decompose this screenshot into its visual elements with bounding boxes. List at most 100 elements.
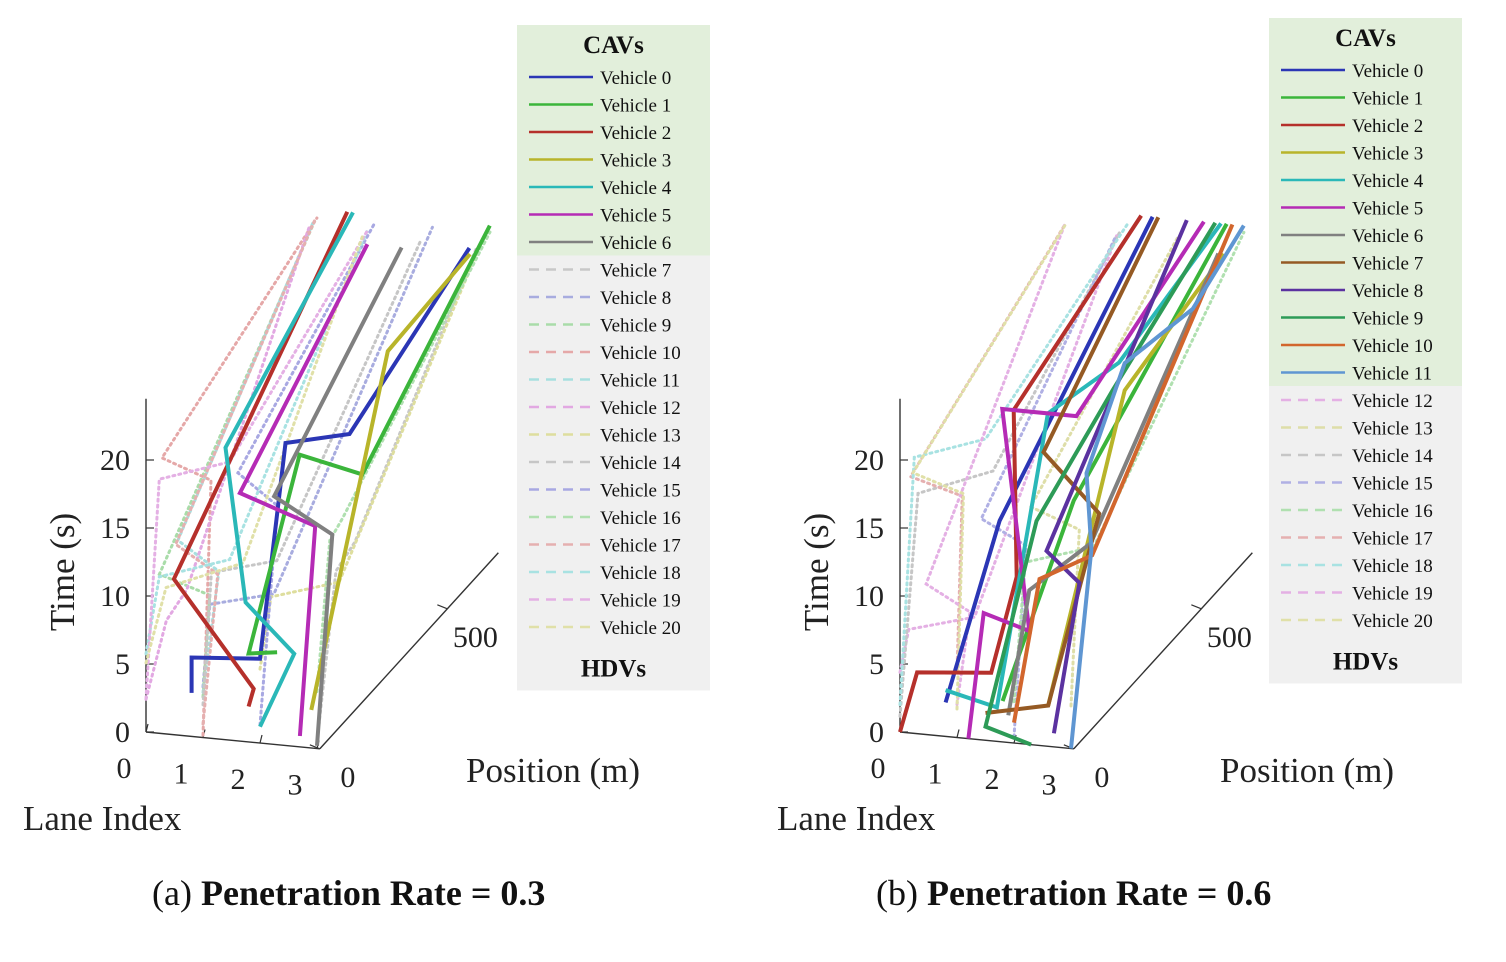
cav-trajectory xyxy=(223,211,355,728)
hdv-trajectory xyxy=(201,225,434,689)
y-tick-mark xyxy=(1191,604,1202,610)
cav-trajectory xyxy=(943,215,1155,703)
legend-label: Vehicle 16 xyxy=(1352,501,1433,522)
legend-label: Vehicle 2 xyxy=(1352,116,1423,137)
caption-b-title: Penetration Rate = 0.6 xyxy=(926,873,1272,913)
z-tick-label: 20 xyxy=(854,444,884,477)
z-tick-label: 20 xyxy=(100,444,130,477)
cav-trajectory xyxy=(983,221,1218,747)
cav-trajectory xyxy=(245,224,492,656)
hdv-trajectory xyxy=(315,230,492,694)
legend: CAVs Vehicle 0 Vehicle 1 Vehicle 2 Vehicle 3… xyxy=(1269,18,1462,684)
cav-trajectory xyxy=(1069,224,1246,749)
legend-label: Vehicle 13 xyxy=(600,426,681,447)
cav-trajectory xyxy=(1000,222,1229,702)
legend-label: Vehicle 4 xyxy=(1352,171,1424,192)
legend-label: Vehicle 14 xyxy=(600,453,681,474)
legend-label: Vehicle 11 xyxy=(1352,364,1432,385)
y-tick-mark xyxy=(437,604,448,610)
x-tick-label: 2 xyxy=(985,763,1000,796)
caption-b: (b) Penetration Rate = 0.6 xyxy=(876,872,1271,914)
legend-label: Vehicle 5 xyxy=(600,206,671,227)
x-tick-mark xyxy=(259,734,263,744)
cav-trajectory xyxy=(237,243,370,737)
position-axis-line xyxy=(319,552,499,750)
cav-trajectory xyxy=(966,220,1206,739)
z-tick-label: 15 xyxy=(854,512,884,545)
position-axis-line xyxy=(1073,552,1253,750)
legend-hdv-box xyxy=(517,255,710,691)
chart-panel-b: 0 5 10 15 20 0 1 2 3 0 500 Time (s) Lane Index Positi… xyxy=(777,18,1462,838)
caption-a-title: Penetration Rate = 0.3 xyxy=(200,873,546,913)
legend-label: Vehicle 8 xyxy=(1352,281,1423,302)
z-tick-label: 10 xyxy=(854,580,884,613)
legend-label: Vehicle 18 xyxy=(600,563,681,584)
legend-label: Vehicle 14 xyxy=(1352,446,1433,467)
y-tick-label: 0 xyxy=(1094,761,1109,794)
cav-trajectory xyxy=(1012,223,1235,723)
legend-label: Vehicle 19 xyxy=(600,591,681,612)
legend: CAVs Vehicle 0 Vehicle 1 Vehicle 2 Vehicle 3… xyxy=(517,25,710,691)
hdv-trajectory xyxy=(144,229,369,656)
y-tick-label: 0 xyxy=(340,761,355,794)
legend-hdv-title: HDVs xyxy=(581,656,647,683)
legend-cav-box xyxy=(517,25,710,256)
legend-label: Vehicle 1 xyxy=(600,96,671,117)
hdv-trajectory xyxy=(898,231,1121,718)
hdv-trajectory xyxy=(315,244,479,745)
cav-trajectories xyxy=(171,210,492,746)
legend-label: Vehicle 7 xyxy=(600,261,671,282)
hdv-trajectory xyxy=(144,234,365,665)
caption-b-prefix: (b) xyxy=(876,873,918,913)
cav-trajectory xyxy=(171,210,350,708)
hdv-trajectory xyxy=(173,219,317,726)
legend-label: Vehicle 13 xyxy=(1352,419,1433,440)
hdv-trajectory xyxy=(1012,230,1246,704)
legend-label: Vehicle 7 xyxy=(1352,254,1423,275)
legend-cav-title: CAVs xyxy=(583,32,644,59)
z-tick-label: 5 xyxy=(115,648,130,681)
legend-label: Vehicle 4 xyxy=(600,178,672,199)
legend-label: Vehicle 8 xyxy=(600,288,671,309)
hdv-trajectory xyxy=(898,221,1130,707)
legend-label: Vehicle 3 xyxy=(1352,144,1423,165)
lane-axis-line xyxy=(899,731,1074,750)
legend-label: Vehicle 20 xyxy=(600,618,681,639)
legend-hdv-box xyxy=(1269,386,1462,684)
legend-label: Vehicle 9 xyxy=(600,316,671,337)
cav-trajectory xyxy=(309,252,472,711)
legend-label: Vehicle 0 xyxy=(1352,61,1423,82)
cav-trajectory xyxy=(1006,252,1221,716)
hdv-trajectory xyxy=(924,223,1067,707)
chart-panel-a: 0 5 10 15 20 0 1 2 3 0 500 Time (s) Lane Index Positi… xyxy=(23,25,710,838)
cav-trajectory xyxy=(898,214,1143,733)
legend-label: Vehicle 10 xyxy=(1352,336,1433,357)
caption-a: (a) Penetration Rate = 0.3 xyxy=(152,872,545,914)
legend-label: Vehicle 0 xyxy=(600,68,671,89)
legend-cav-title: CAVs xyxy=(1335,25,1396,52)
z-tick-label: 0 xyxy=(869,716,884,749)
legend-label: Vehicle 11 xyxy=(600,371,680,392)
x-tick-mark xyxy=(956,729,960,738)
y-axis-label: Position (m) xyxy=(1220,751,1394,790)
legend-label: Vehicle 15 xyxy=(600,481,681,502)
legend-label: Vehicle 18 xyxy=(1352,556,1433,577)
legend-label: Vehicle 10 xyxy=(600,343,681,364)
legend-label: Vehicle 9 xyxy=(1352,309,1423,330)
y-tick-label: 500 xyxy=(453,621,498,654)
cav-trajectories xyxy=(898,214,1246,749)
y-axis-label: Position (m) xyxy=(466,751,640,790)
cav-trajectory xyxy=(1046,252,1226,706)
x-tick-mark xyxy=(145,723,149,733)
x-axis-label: Lane Index xyxy=(777,799,936,838)
z-tick-label: 15 xyxy=(100,512,130,545)
cav-trajectory xyxy=(985,216,1161,715)
x-tick-label: 2 xyxy=(231,763,246,796)
legend-label: Vehicle 1 xyxy=(1352,89,1423,110)
x-tick-label: 0 xyxy=(117,752,132,785)
cav-trajectory xyxy=(271,246,404,746)
z-tick-label: 5 xyxy=(869,648,884,681)
z-tick-label: 10 xyxy=(100,580,130,613)
legend-label: Vehicle 16 xyxy=(600,508,681,529)
